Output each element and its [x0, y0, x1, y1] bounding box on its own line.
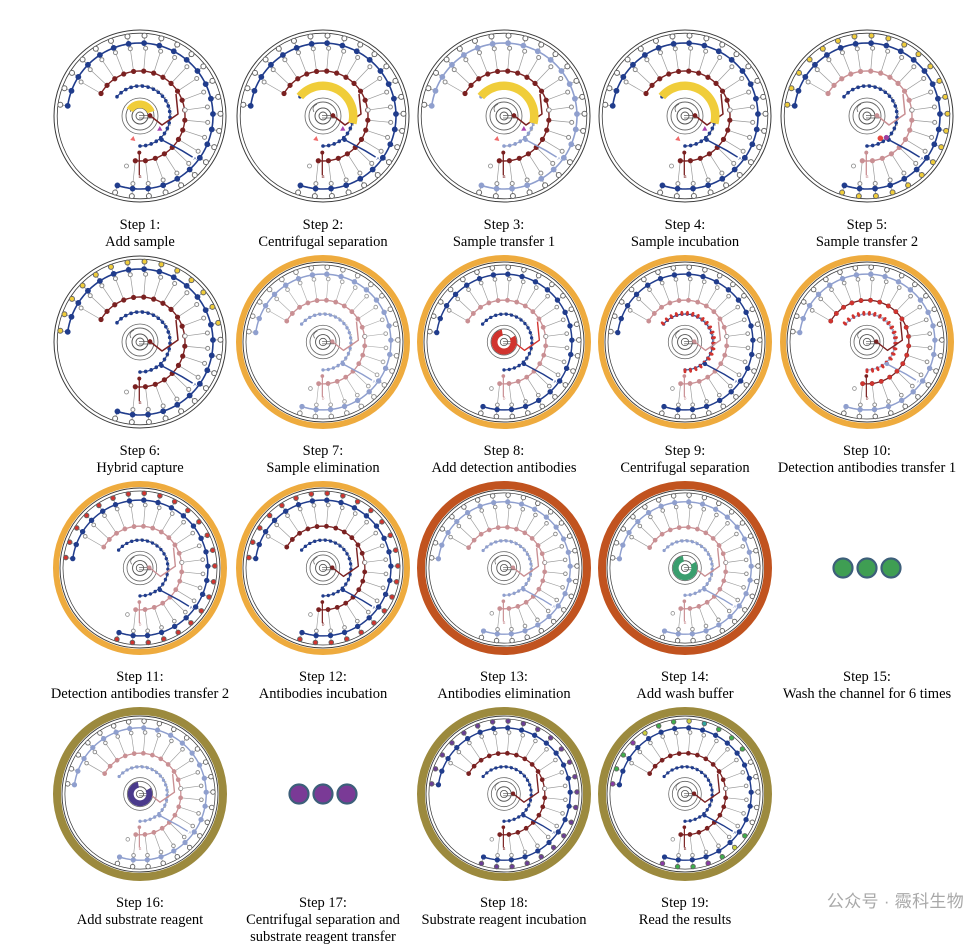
- svg-text:B: B: [322, 396, 325, 401]
- svg-text:B: B: [139, 400, 142, 405]
- svg-text:A: A: [734, 604, 737, 609]
- svg-text:B: B: [684, 174, 687, 179]
- svg-text:A: A: [739, 156, 743, 161]
- svg-text:A: A: [734, 830, 737, 835]
- svg-text:A: A: [553, 830, 556, 835]
- svg-text:B: B: [322, 622, 325, 627]
- svg-text:A: A: [373, 379, 376, 384]
- svg-text:A: A: [554, 379, 557, 384]
- svg-text:B: B: [322, 174, 325, 179]
- svg-text:A: A: [917, 379, 920, 384]
- svg-text:A: A: [735, 379, 738, 384]
- svg-text:A: A: [553, 604, 556, 609]
- svg-text:B: B: [503, 174, 506, 179]
- svg-text:B: B: [684, 846, 687, 851]
- svg-text:A: A: [194, 156, 198, 161]
- svg-text:A: A: [190, 605, 193, 610]
- svg-text:B: B: [139, 846, 142, 851]
- svg-text:A: A: [194, 382, 198, 387]
- svg-text:A: A: [373, 605, 376, 610]
- svg-text:A: A: [558, 156, 562, 161]
- svg-text:A: A: [921, 156, 925, 161]
- svg-text:A: A: [377, 156, 381, 161]
- svg-text:B: B: [503, 620, 506, 625]
- svg-text:B: B: [866, 396, 869, 401]
- svg-text:B: B: [139, 174, 142, 179]
- svg-text:B: B: [139, 622, 142, 627]
- svg-text:A: A: [189, 830, 192, 835]
- svg-text:B: B: [684, 396, 687, 401]
- svg-text:B: B: [866, 174, 869, 179]
- svg-text:B: B: [503, 396, 506, 401]
- svg-text:B: B: [684, 620, 687, 625]
- svg-text:B: B: [503, 846, 506, 851]
